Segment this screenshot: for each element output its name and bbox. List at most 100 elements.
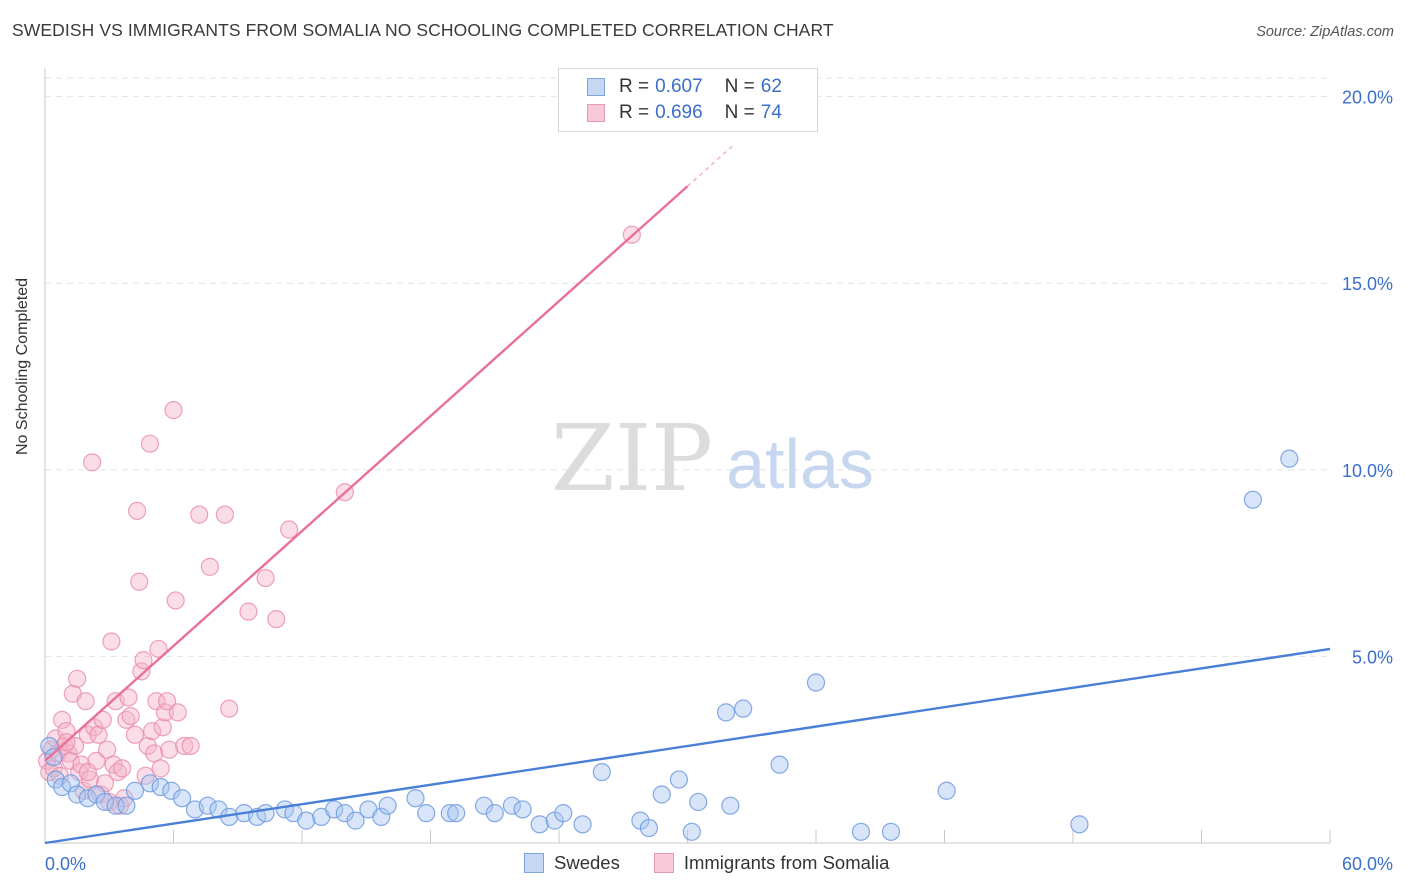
somalia-points: [38, 225, 641, 815]
somalia-point: [151, 759, 170, 778]
swede-point: [406, 789, 425, 808]
y-tick-label: 15.0%: [1342, 274, 1393, 294]
swede-point: [447, 804, 466, 823]
swede-point: [554, 804, 573, 823]
watermark-atlas: atlas: [726, 425, 874, 503]
somalia-point: [166, 591, 185, 610]
swede-point: [1070, 815, 1089, 834]
legend-label-swedes: Swedes: [554, 852, 620, 873]
somalia-point: [175, 736, 194, 756]
somalia-point: [157, 692, 177, 711]
swede-point: [140, 774, 160, 793]
somalia-point: [200, 557, 220, 576]
somalia-point: [160, 740, 179, 759]
swede-point: [256, 804, 275, 823]
somalia-point: [280, 520, 299, 539]
somalia-point: [256, 568, 275, 588]
somalia-point: [93, 710, 112, 729]
series-legend: Swedes Immigrants from Somalia: [524, 852, 923, 874]
swede-point: [198, 796, 217, 815]
somalia-point: [181, 736, 200, 756]
y-tick-labels: 5.0% 10.0% 15.0% 20.0%: [1342, 88, 1393, 668]
swede-point: [378, 796, 397, 815]
swede-point: [125, 781, 145, 800]
somalia-point: [78, 762, 97, 782]
somalia-point: [83, 453, 102, 472]
swede-point: [95, 792, 115, 812]
legend-n-label: N =: [724, 76, 755, 97]
legend-r-label: R =: [619, 76, 650, 97]
swedes-points: [40, 449, 1299, 841]
somalia-point: [59, 744, 78, 763]
legend-item-somalia[interactable]: Immigrants from Somalia: [653, 852, 890, 874]
somalia-point: [215, 505, 234, 524]
legend-item-swedes[interactable]: Swedes: [524, 852, 620, 874]
somalia-point: [53, 710, 72, 729]
swede-point: [669, 770, 689, 789]
swede-point: [1243, 490, 1263, 509]
somalia-point: [138, 736, 157, 756]
swedes-swatch: [524, 853, 544, 873]
legend-r-value: 0.607: [655, 76, 703, 97]
swedes-swatch: [587, 78, 605, 96]
somalia-point: [130, 572, 149, 591]
swede-point: [172, 789, 192, 808]
swede-point: [682, 822, 701, 841]
somalia-point: [102, 632, 121, 651]
legend-label-somalia: Immigrants from Somalia: [683, 852, 890, 873]
grid-lines: [45, 77, 1330, 657]
somalia-point: [220, 699, 239, 718]
swede-point: [117, 796, 136, 815]
swede-point: [346, 811, 365, 830]
swede-point: [1280, 449, 1299, 468]
legend-n-value: 74: [760, 102, 782, 123]
legend-r-value: 0.696: [655, 102, 703, 123]
y-tick-label: 20.0%: [1342, 88, 1393, 108]
somalia-point: [239, 602, 258, 621]
swede-point: [40, 736, 59, 756]
swede-point: [44, 748, 63, 767]
swede-point: [530, 815, 549, 834]
somalia-point: [149, 639, 168, 659]
swede-point: [639, 818, 659, 838]
somalia-point: [142, 721, 162, 741]
watermark-zip: ZIP: [551, 405, 713, 512]
somalia-point: [132, 662, 151, 681]
somalia-trendline-extension: [686, 145, 733, 187]
legend-row-somalia: R = 0.696 N = 74: [587, 102, 782, 124]
somalia-point: [190, 505, 209, 524]
swede-point: [335, 804, 354, 823]
somalia-point: [267, 609, 286, 629]
chart-title: SWEDISH VS IMMIGRANTS FROM SOMALIA NO SC…: [12, 20, 834, 40]
somalia-trendline: [44, 185, 689, 762]
somalia-point: [164, 401, 183, 420]
swede-point: [652, 785, 671, 804]
trendlines: [44, 145, 1331, 845]
swede-point: [106, 796, 125, 815]
somalia-point: [76, 692, 95, 711]
swede-point: [485, 804, 504, 823]
swedes-trendline: [44, 647, 1331, 845]
swede-point: [162, 781, 181, 800]
swede-point: [325, 800, 344, 819]
watermark: ZIP atlas: [551, 405, 874, 512]
swede-point: [937, 781, 956, 800]
swede-point: [417, 804, 436, 823]
somalia-point: [140, 434, 160, 453]
somalia-point: [68, 669, 87, 688]
somalia-point: [89, 725, 108, 744]
correlation-legend: R = 0.607 N = 62 R = 0.696 N = 74: [558, 68, 818, 132]
y-tick-label: 10.0%: [1342, 461, 1393, 481]
swede-point: [372, 807, 391, 826]
swede-point: [881, 822, 901, 841]
swede-point: [297, 811, 316, 830]
legend-n-value: 62: [760, 76, 782, 97]
somalia-point: [168, 703, 187, 722]
legend-n-label: N =: [724, 102, 755, 123]
swede-point: [770, 755, 789, 774]
swede-point: [46, 770, 65, 789]
swede-point: [716, 703, 736, 722]
swede-point: [61, 774, 80, 793]
somalia-point: [153, 718, 172, 737]
